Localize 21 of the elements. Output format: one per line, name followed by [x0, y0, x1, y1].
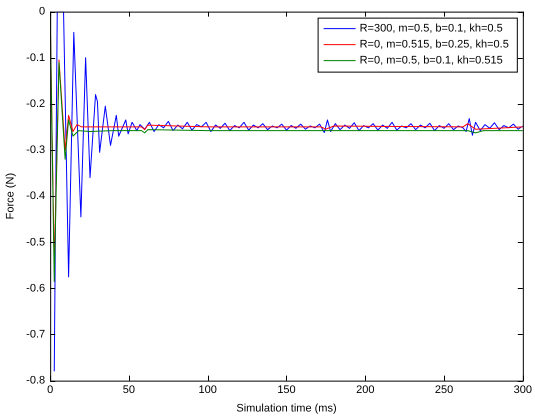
legend-label: R=0, m=0.5, b=0.1, kh=0.515	[360, 54, 503, 67]
y-tick-label: -0.3	[26, 144, 46, 156]
legend-label: R=300, m=0.5, b=0.1, kh=0.5	[360, 22, 503, 35]
y-tick-label: -0.1	[26, 52, 46, 64]
y-axis-title: Force (N)	[4, 172, 17, 220]
y-tick-label: 0	[39, 6, 46, 18]
y-tick-label: -0.2	[26, 98, 46, 110]
x-tick-label: 50	[122, 384, 136, 396]
y-tick-label: -0.5	[26, 236, 46, 248]
y-tick-label: -0.8	[26, 374, 46, 387]
y-tick-label: -0.6	[26, 282, 46, 294]
x-tick-label: 300	[514, 384, 532, 396]
x-tick-label: 250	[434, 384, 454, 396]
y-tick-label: -0.7	[26, 328, 46, 341]
y-tick-label: -0.4	[26, 190, 46, 202]
legend-label: R=0, m=0.515, b=0.25, kh=0.5	[360, 38, 509, 51]
x-tick-label: 100	[198, 384, 217, 396]
x-axis-title: Simulation time (ms)	[236, 402, 337, 414]
x-tick-label: 200	[356, 384, 374, 396]
x-tick-label: 0	[47, 384, 54, 396]
x-tick-label: 150	[277, 384, 296, 396]
